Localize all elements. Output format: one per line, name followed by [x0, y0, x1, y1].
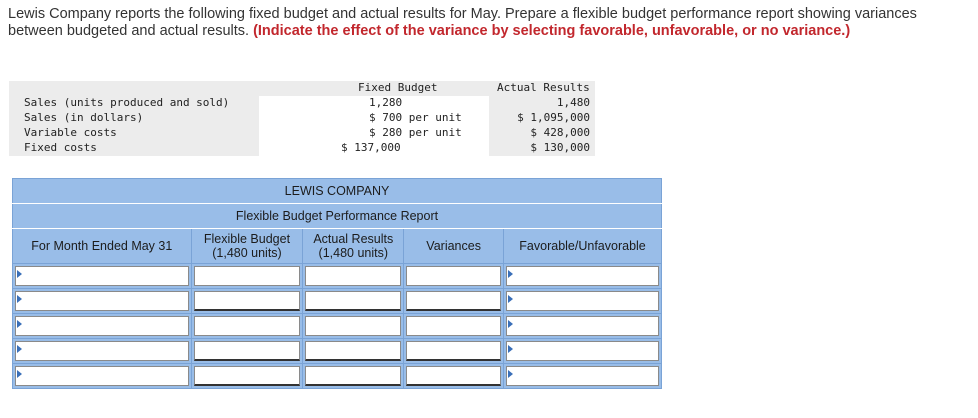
effect-dropdown[interactable]: [506, 341, 659, 361]
flexible-budget-header-label: Flexible Budget: [203, 232, 291, 246]
table-row: [12, 338, 662, 364]
fixed-budget-header: Fixed Budget: [358, 81, 438, 94]
effect-dropdown[interactable]: [506, 316, 659, 336]
variance-input[interactable]: [406, 316, 502, 336]
header-row-bg: [9, 81, 595, 96]
given-actual-variable: $ 428,000: [530, 126, 590, 139]
variance-input[interactable]: [406, 291, 502, 311]
table-row: [12, 363, 662, 389]
report-title: Flexible Budget Performance Report: [12, 203, 662, 229]
table-row: [12, 288, 662, 314]
dropdown-arrow-icon: [17, 295, 22, 303]
actual-results-header-units: (1,480 units): [318, 246, 389, 260]
row-label-dropdown[interactable]: [15, 366, 189, 386]
row-label-dropdown[interactable]: [15, 291, 189, 311]
flexible-budget-header-units: (1,480 units): [212, 246, 282, 260]
dropdown-arrow-icon: [508, 370, 514, 378]
given-actual-fixed: $ 130,000: [530, 141, 590, 154]
given-fixed-fixed: $ 137,000: [341, 141, 401, 154]
given-actual-units: 1,480: [556, 96, 590, 109]
row-label-dropdown[interactable]: [15, 341, 189, 361]
problem-instruction: (Indicate the effect of the variance by …: [253, 23, 851, 39]
effect-dropdown[interactable]: [506, 266, 659, 286]
dropdown-arrow-icon: [508, 270, 514, 278]
given-label-sales: Sales (in dollars): [24, 111, 144, 124]
problem-statement: Lewis Company reports the following fixe…: [8, 6, 958, 40]
actual-results-header: Actual Results: [497, 81, 590, 94]
fixed-col-bg: [339, 96, 489, 156]
variance-input[interactable]: [406, 341, 502, 361]
dropdown-arrow-icon: [508, 320, 514, 328]
dropdown-arrow-icon: [17, 320, 22, 328]
flexible-budget-input[interactable]: [193, 266, 301, 286]
fav-unfav-header: Favorable/Unfavorable: [503, 228, 662, 264]
table-row: [12, 313, 662, 339]
flexible-budget-report: LEWIS COMPANY Flexible Budget Performanc…: [12, 178, 662, 389]
actual-results-header-label: Actual Results: [313, 232, 394, 246]
flexible-budget-input[interactable]: [193, 366, 301, 386]
given-fixed-units: 1,280: [369, 96, 403, 109]
flexible-budget-input[interactable]: [193, 341, 301, 361]
problem-text: Lewis Company reports the following fixe…: [8, 6, 917, 39]
given-label-units: Sales (units produced and sold): [24, 96, 230, 109]
effect-dropdown[interactable]: [506, 291, 659, 311]
actual-results-input[interactable]: [305, 316, 402, 336]
row-label-dropdown[interactable]: [15, 316, 189, 336]
given-fixed-sales: $ 700 per unit: [369, 111, 462, 124]
effect-dropdown[interactable]: [506, 366, 659, 386]
dropdown-arrow-icon: [17, 270, 22, 278]
variance-input[interactable]: [406, 266, 502, 286]
given-fixed-variable: $ 280 per unit: [369, 126, 462, 139]
report-company-name: LEWIS COMPANY: [12, 178, 662, 204]
variances-header: Variances: [403, 228, 505, 264]
variance-input[interactable]: [406, 366, 502, 386]
actual-results-input[interactable]: [305, 366, 402, 386]
dropdown-arrow-icon: [17, 345, 22, 353]
flexible-budget-input[interactable]: [193, 291, 301, 311]
actual-results-input[interactable]: [305, 341, 402, 361]
flexible-budget-input[interactable]: [193, 316, 301, 336]
actual-results-input[interactable]: [305, 266, 402, 286]
flexible-budget-header: Flexible Budget (1,480 units): [190, 228, 304, 264]
label-col-bg: [9, 96, 259, 156]
dropdown-arrow-icon: [508, 345, 514, 353]
actual-results-header-col: Actual Results (1,480 units): [302, 228, 405, 264]
given-actual-sales: $ 1,095,000: [517, 111, 590, 124]
table-row: [12, 263, 662, 289]
dropdown-arrow-icon: [508, 295, 514, 303]
period-header: For Month Ended May 31: [12, 228, 192, 264]
actual-col-bg: [489, 81, 595, 156]
actual-results-input[interactable]: [305, 291, 402, 311]
given-label-fixed: Fixed costs: [24, 141, 97, 154]
row-label-dropdown[interactable]: [15, 266, 189, 286]
given-label-variable: Variable costs: [24, 126, 117, 139]
dropdown-arrow-icon: [17, 370, 22, 378]
